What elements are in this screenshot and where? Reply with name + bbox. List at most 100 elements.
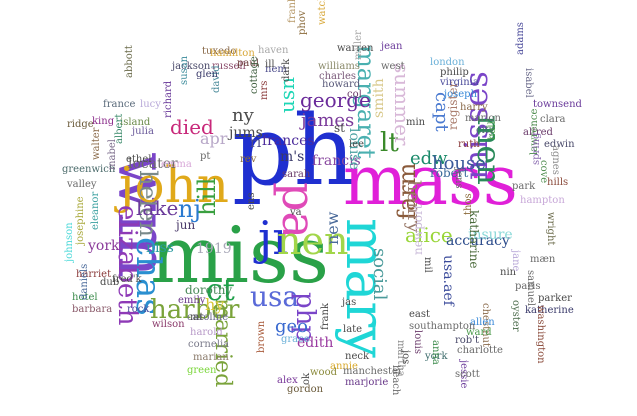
word: jos: [400, 350, 411, 365]
word: marjorie: [345, 377, 389, 388]
word: townsend: [533, 99, 582, 110]
word: russell: [212, 61, 246, 72]
word: harry: [460, 102, 488, 113]
word: jane: [510, 250, 521, 272]
word: miller: [353, 30, 364, 60]
word: jr: [258, 211, 295, 265]
word: rev: [240, 154, 257, 165]
word: virginia: [440, 77, 479, 88]
word: phov: [297, 10, 308, 35]
word: eleanor: [90, 191, 101, 230]
word: samuel: [525, 270, 536, 307]
word: fred'k: [112, 274, 142, 285]
word: scott: [455, 369, 480, 380]
word: franklin: [287, 0, 298, 23]
word: va: [290, 207, 302, 218]
word: francis: [312, 153, 361, 169]
word: lake: [136, 196, 179, 220]
word: edw: [410, 148, 448, 169]
word: king: [92, 116, 115, 127]
word: late: [343, 324, 363, 335]
word: philip: [440, 67, 469, 78]
word: mrs: [259, 80, 270, 100]
word: gordon: [287, 384, 324, 395]
word: wilson: [152, 319, 185, 330]
word: mæn: [530, 254, 556, 265]
word: wood: [310, 367, 338, 378]
word: pt: [200, 151, 211, 162]
word: julia: [132, 126, 154, 137]
word: jackson: [172, 61, 211, 72]
word: ph: [232, 95, 356, 207]
word: mass: [343, 142, 518, 221]
word: jas: [342, 297, 357, 308]
word: nj: [178, 195, 201, 223]
word: neck: [345, 351, 370, 362]
word: col: [347, 89, 362, 100]
word: harriet: [76, 269, 112, 280]
word: adams: [515, 22, 526, 55]
word: john: [119, 156, 230, 214]
word: katherine: [525, 305, 574, 316]
word: edwin: [544, 139, 575, 150]
word: 1919: [196, 241, 232, 257]
word: tuxedo: [202, 46, 237, 57]
word: summer: [390, 63, 414, 146]
word: frances: [262, 133, 315, 149]
word: annie: [330, 361, 358, 372]
word: charlotte: [457, 345, 503, 356]
word: susan: [179, 55, 190, 85]
word: albert: [114, 113, 125, 144]
word: jean: [381, 41, 403, 52]
word: jums: [229, 125, 263, 141]
word: clara: [540, 114, 566, 125]
word: geo: [275, 316, 309, 337]
word: lt: [380, 128, 399, 158]
word: jens: [453, 168, 464, 189]
word: joseph: [444, 89, 478, 100]
word: george: [300, 88, 371, 112]
word: harold: [190, 327, 223, 338]
word: west: [381, 61, 405, 72]
word: glen: [196, 69, 218, 80]
word: parker: [538, 293, 572, 304]
word: ens: [246, 192, 257, 211]
word: locater: [128, 156, 178, 172]
word: island: [120, 117, 151, 128]
word: southampton: [409, 321, 476, 332]
word: died: [170, 115, 214, 139]
word: london: [430, 57, 465, 68]
word: m's: [280, 149, 305, 165]
word: daniels: [79, 263, 90, 300]
word: beach: [390, 365, 401, 396]
word: ethel: [126, 154, 152, 165]
word: marion: [465, 113, 501, 124]
word: wright: [545, 212, 556, 246]
word: haven: [258, 45, 289, 56]
word: watch: [317, 0, 328, 25]
word: usn: [275, 76, 299, 113]
word: warren: [337, 43, 374, 54]
word: james: [301, 110, 355, 131]
word: miss: [150, 211, 329, 301]
word: ny: [232, 105, 254, 126]
word: nin: [500, 267, 517, 278]
word: hamilton: [210, 48, 255, 59]
word: washington: [535, 305, 546, 364]
word: alex: [277, 375, 298, 386]
word: alice: [405, 223, 453, 247]
word: harbor: [150, 295, 240, 325]
word: valley: [67, 179, 97, 190]
word: nem: [265, 64, 287, 75]
word: abbott: [124, 45, 135, 78]
word: agnes: [550, 145, 561, 175]
word: greenwich: [62, 164, 116, 175]
word: ruth: [458, 139, 480, 150]
word: st: [334, 121, 345, 135]
word: east: [409, 309, 431, 320]
word: ri: [250, 135, 262, 151]
word: niss: [146, 240, 174, 256]
word: dub: [100, 277, 120, 288]
word: lucy: [140, 99, 161, 110]
